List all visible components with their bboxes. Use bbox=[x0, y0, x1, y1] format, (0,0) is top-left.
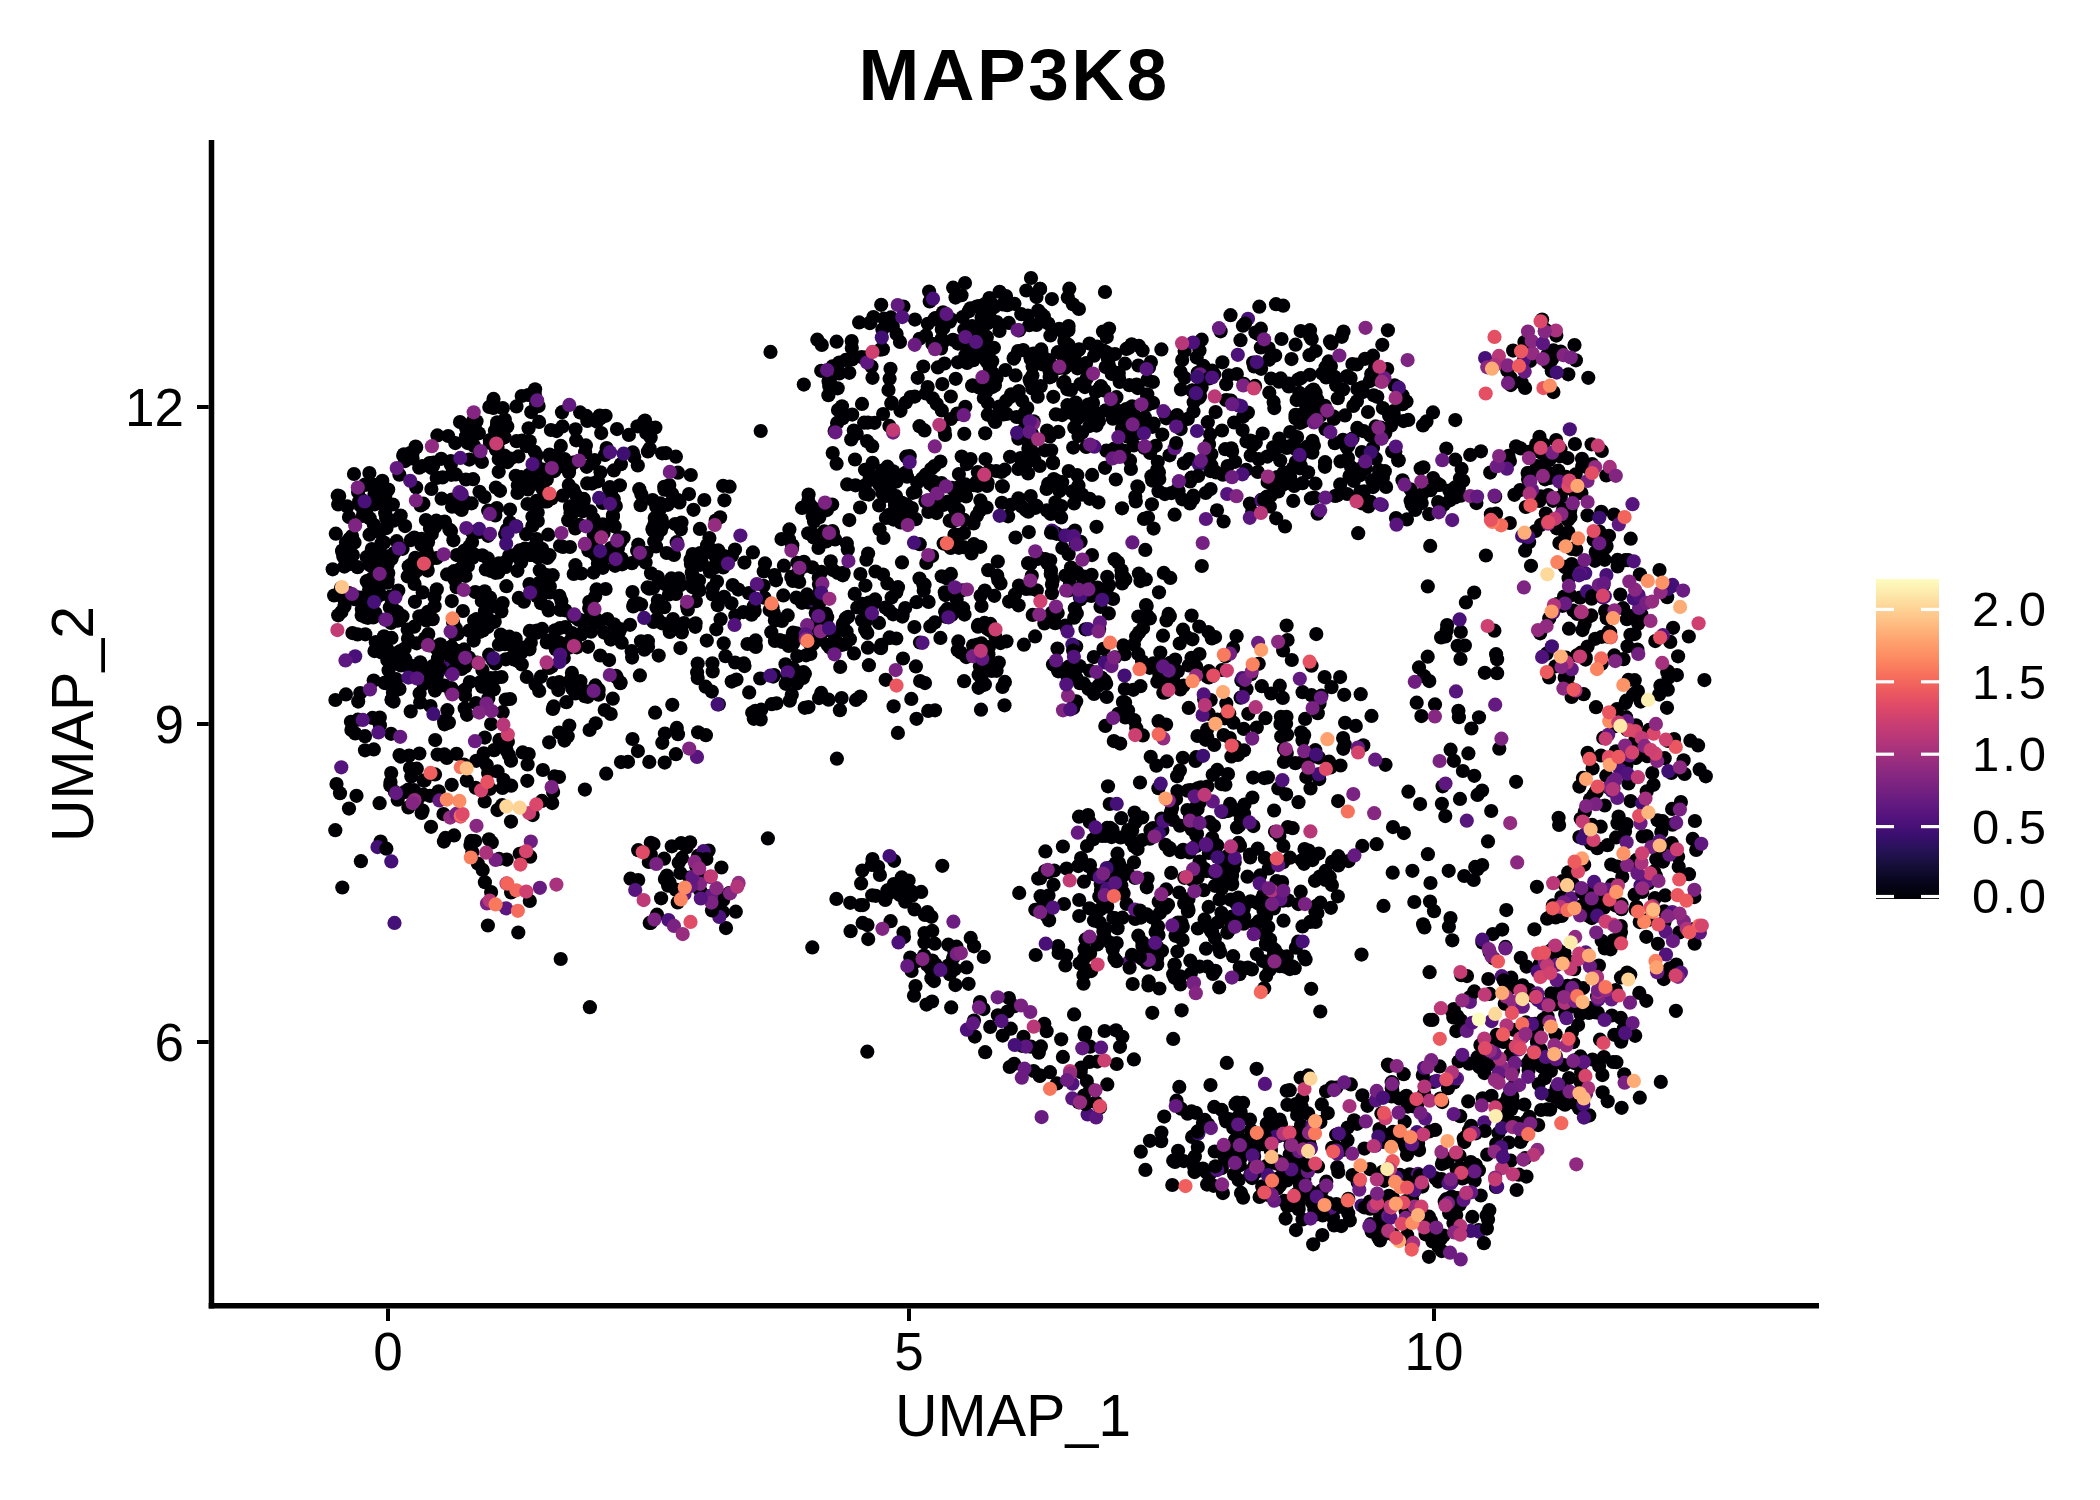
svg-text:1.0: 1.0 bbox=[1972, 727, 2049, 781]
svg-text:2.0: 2.0 bbox=[1972, 582, 2049, 636]
svg-text:5: 5 bbox=[894, 1322, 923, 1381]
svg-text:0.5: 0.5 bbox=[1972, 800, 2049, 854]
svg-text:10: 10 bbox=[1405, 1322, 1464, 1381]
svg-text:1.5: 1.5 bbox=[1972, 655, 2049, 709]
svg-text:9: 9 bbox=[155, 695, 184, 754]
svg-text:UMAP_1: UMAP_1 bbox=[895, 1383, 1131, 1449]
svg-text:6: 6 bbox=[155, 1013, 184, 1072]
svg-text:0: 0 bbox=[373, 1322, 402, 1381]
svg-text:UMAP_2: UMAP_2 bbox=[40, 606, 106, 842]
svg-text:12: 12 bbox=[125, 378, 184, 437]
svg-text:MAP3K8: MAP3K8 bbox=[858, 34, 1169, 115]
svg-text:0.0: 0.0 bbox=[1972, 869, 2049, 923]
